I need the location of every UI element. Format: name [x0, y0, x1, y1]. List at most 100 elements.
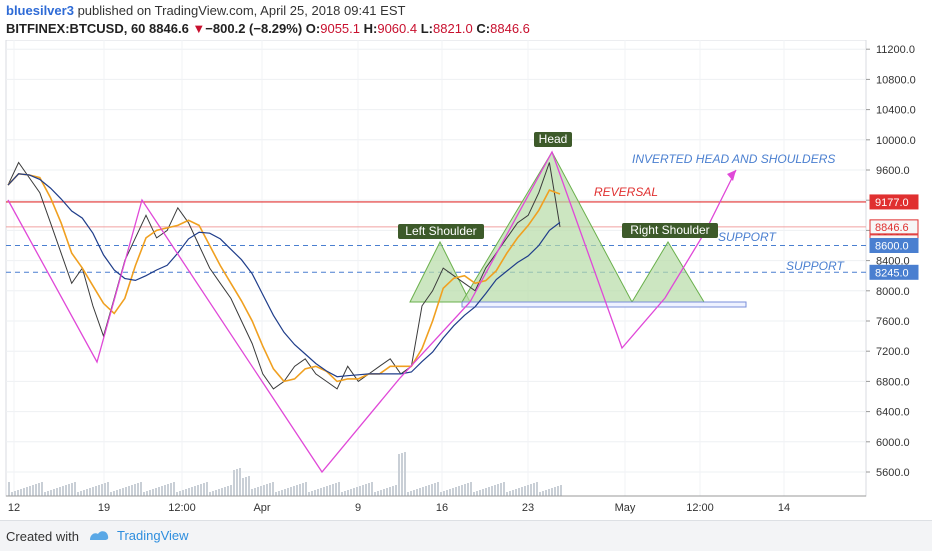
volume-bar [380, 490, 382, 496]
volume-bar [65, 485, 67, 496]
volume-bar [260, 486, 262, 496]
price-change: −800.2 (−8.29%) [205, 21, 303, 36]
volume-bar [38, 483, 40, 496]
volume-bar [542, 491, 544, 496]
volume-bar [494, 485, 496, 496]
volume-bar [290, 487, 292, 496]
volume-bar [548, 489, 550, 496]
volume-bar [56, 488, 58, 496]
chart-area[interactable]: REVERSAL SUPPORT SUPPORT INVERTED HEAD A… [0, 39, 932, 518]
volume-bar [335, 483, 337, 496]
volume-bar [296, 485, 298, 496]
volume-bar [341, 492, 343, 496]
slow-ma-series [7, 173, 561, 378]
volume-bar [533, 483, 535, 496]
volume-bar [368, 483, 370, 496]
y-tick-label: 10400.0 [876, 105, 916, 117]
pattern-annotation: INVERTED HEAD AND SHOULDERS [632, 152, 835, 166]
volume-bar [347, 490, 349, 496]
close-value: 8846.6 [490, 21, 530, 36]
volume-bar [134, 484, 136, 496]
volume-bar [437, 482, 439, 496]
volume-bar [32, 485, 34, 496]
x-tick-label: 14 [778, 502, 790, 514]
volume-bar [239, 468, 241, 496]
price-badge-label: 8245.0 [875, 267, 909, 279]
volume-bar [281, 490, 283, 496]
publish-line: bluesilver3 published on TradingView.com… [6, 3, 405, 18]
volume-bar [89, 488, 91, 496]
volume-bar [23, 488, 25, 496]
open-value: 9055.1 [320, 21, 360, 36]
created-with-text: Created with [6, 529, 79, 544]
volume-bar [554, 487, 556, 496]
volume-bar [185, 489, 187, 496]
volume-bar [176, 492, 178, 496]
volume-bar [377, 491, 379, 496]
volume-bar [485, 488, 487, 496]
volume-bar [47, 491, 49, 496]
price-chart[interactable]: REVERSAL SUPPORT SUPPORT INVERTED HEAD A… [0, 39, 932, 518]
volume-bar [404, 452, 406, 496]
volume-bar [557, 486, 559, 496]
volume-bar [194, 486, 196, 496]
volume-bar [29, 486, 31, 496]
volume-bar [137, 483, 139, 496]
volume-bar [305, 482, 307, 496]
volume-bar [182, 490, 184, 496]
low-value: 8821.0 [433, 21, 473, 36]
x-tick-label: 9 [355, 502, 361, 514]
author-link[interactable]: bluesilver3 [6, 3, 74, 18]
volume-bar [197, 485, 199, 496]
high-label: H: [363, 21, 378, 36]
y-tick-label: 11200.0 [876, 44, 915, 56]
footer-bar: Created with TradingView [0, 520, 932, 551]
volume-bar [488, 487, 490, 496]
volume-bar [209, 492, 211, 496]
right-shoulder-label: Right Shoulder [630, 223, 709, 237]
volume-bar [332, 484, 334, 496]
volume-bar [482, 489, 484, 496]
head-label: Head [539, 132, 568, 146]
volume-bar [506, 492, 508, 496]
volume-bar [218, 489, 220, 496]
volume-bar [80, 491, 82, 496]
y-tick-label: 7600.0 [876, 316, 910, 328]
volume-bar [125, 487, 127, 496]
volume-bar [158, 487, 160, 496]
volume-bar [77, 492, 79, 496]
volume-bar [245, 477, 247, 496]
tradingview-link[interactable]: TradingView [117, 528, 189, 543]
y-tick-label: 7200.0 [876, 346, 910, 358]
arrow-head-icon [727, 170, 736, 181]
y-tick-label: 5600.0 [876, 467, 910, 479]
volume-bar [101, 484, 103, 496]
volume-bar [287, 488, 289, 496]
last-price: 8846.6 [149, 21, 189, 36]
volume-bar [539, 492, 541, 496]
volume-bar [458, 486, 460, 496]
volume-bar [512, 490, 514, 496]
volume-bar [392, 486, 394, 496]
ohlc-line: BITFINEX:BTCUSD, 60 8846.6 ▼−800.2 (−8.2… [6, 21, 530, 36]
x-axis[interactable]: 12 19 12:00 Apr 9 16 23 May 12:00 14 [6, 495, 866, 514]
volume-bar [329, 485, 331, 496]
volume-bar [509, 491, 511, 496]
volume-bar [98, 485, 100, 496]
volume-bar [17, 490, 19, 496]
volume-bar [446, 490, 448, 496]
volume-bar [545, 490, 547, 496]
volume-bar [518, 488, 520, 496]
volume-bar [473, 492, 475, 496]
volume-bar [353, 488, 355, 496]
volume-bar [386, 488, 388, 496]
volume-bar [11, 492, 13, 496]
left-shoulder-label: Left Shoulder [405, 224, 476, 238]
volume-bar [500, 483, 502, 496]
volume-bar [440, 492, 442, 496]
x-tick-label: 19 [98, 502, 110, 514]
volume-bar [170, 483, 172, 496]
y-axis[interactable]: 11200.010800.010400.010000.09600.09200.0… [866, 44, 916, 479]
fast-ma-series [7, 172, 561, 383]
volume-bar [521, 487, 523, 496]
